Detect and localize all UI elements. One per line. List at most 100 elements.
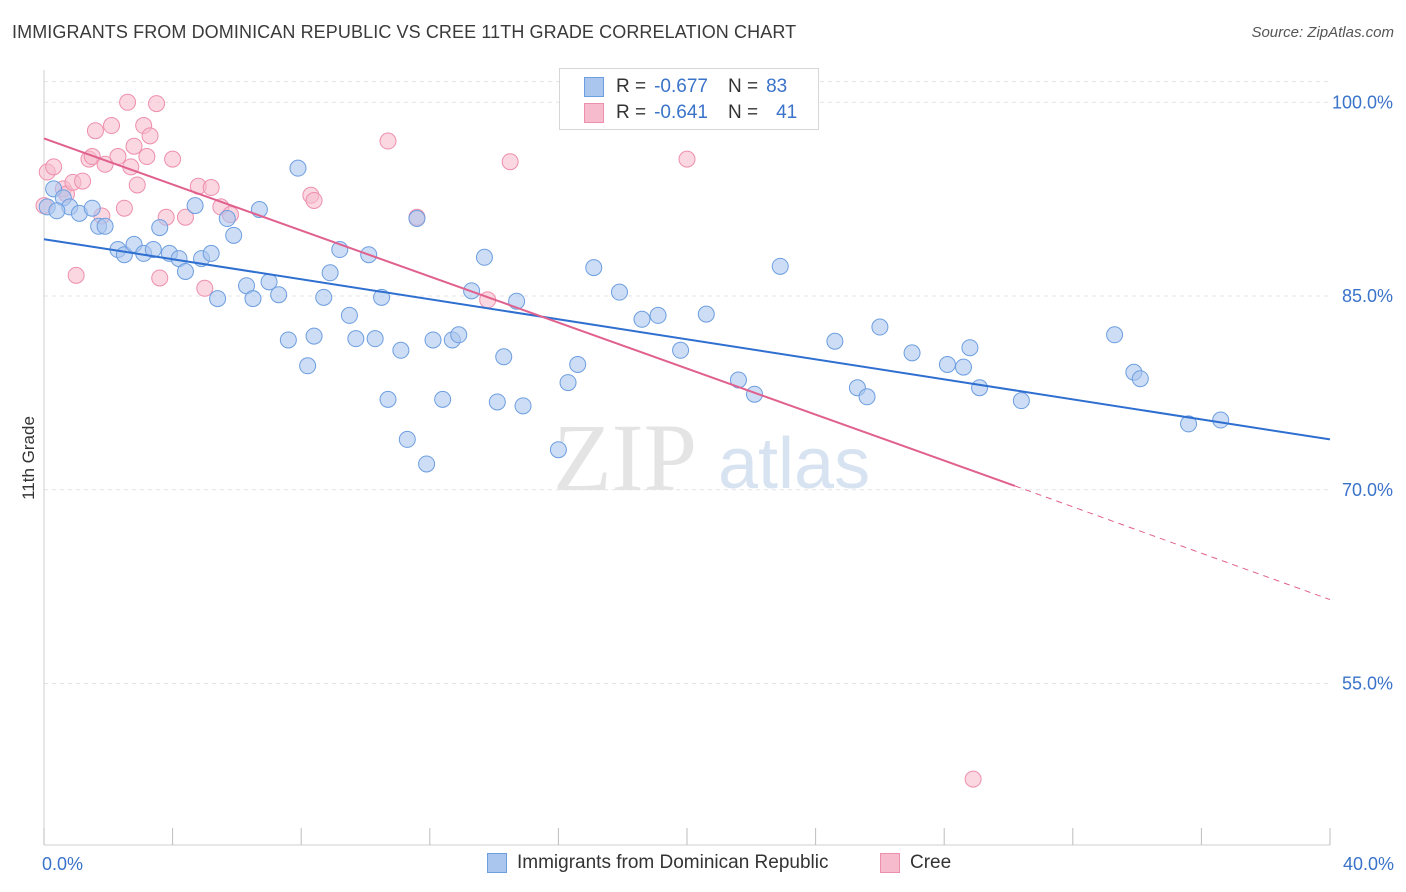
dominican-point [315,288,333,306]
dominican-point [971,379,989,397]
cree-point [96,155,114,173]
y-tick-labels: 55.0% 70.0% 85.0% 100.0% [1332,92,1393,693]
dominican-point [186,197,204,215]
dominican-point [340,306,358,324]
cree-trend-extension [1014,485,1331,601]
cree-point [45,158,63,176]
dominican-point [270,286,288,304]
dominican-point [392,341,410,359]
dominican-point [954,358,972,376]
cree-point [86,122,104,140]
legend-r-value: -0.677 [654,76,708,97]
dominican-point [585,259,603,277]
dominican-point [347,330,365,348]
cree-point [305,191,323,209]
cree-point [103,117,121,135]
dominican-point [514,397,532,415]
dominican-point [151,219,169,237]
dominican-point [48,202,66,220]
legend-item-cree[interactable]: Cree [880,852,951,874]
dominican-point [321,264,339,282]
legend-n-label: N = [727,76,759,97]
cree-point [141,127,159,145]
dominican-point [279,331,297,349]
source-label: Source: ZipAtlas.com [1251,24,1394,41]
dominican-point [1012,392,1030,410]
dominican-point [488,393,506,411]
legend-swatch-cree [880,853,900,873]
y-tick-label: 70.0% [1342,480,1393,500]
dominican-point [244,290,262,308]
legend-label-cree: Cree [910,852,952,873]
watermark: ZIP atlas [553,404,870,511]
dominican-point [225,226,243,244]
cree-point [125,137,143,155]
y-tick-label: 85.0% [1342,286,1393,306]
legend-r-label: R = [616,76,647,97]
cree-point [379,132,397,150]
legend-swatch-dominican [487,853,507,873]
cree-point [678,150,696,168]
cree-point [74,172,92,190]
watermark-zip: ZIP [553,404,697,511]
dominican-point [144,241,162,259]
dominican-point [299,357,317,375]
legend-item-dominican[interactable]: Immigrants from Dominican Republic [487,852,829,874]
cree-point [501,153,519,171]
chart-title: IMMIGRANTS FROM DOMINICAN REPUBLIC VS CR… [12,22,797,42]
dominican-point [202,244,220,262]
dominican-point [938,356,956,373]
trend-lines [43,137,1331,601]
dominican-point [559,374,577,392]
dominican-point [672,341,690,359]
dominican-point [1212,411,1230,429]
legend-label-dominican: Immigrants from Dominican Republic [517,852,829,873]
legend-swatch-pink [584,103,604,123]
dominican-trend-line [43,238,1331,441]
dominican-point [176,263,194,280]
dominican-point [746,385,764,403]
dominican-point [826,332,844,350]
cree-point [202,179,220,197]
dominican-point [771,257,789,275]
legend-r-value: -0.641 [654,102,708,123]
legend-row-pink: R = -0.641 N = 41 [584,100,797,126]
dominican-point [633,310,651,328]
legend-row-blue: R = -0.677 N = 83 [584,74,787,100]
dominican-point [1180,415,1198,433]
dominican-point [96,217,114,235]
dominican-point [1106,326,1124,344]
series-legend: Immigrants from Dominican Republic Cree [0,852,1406,878]
cree-trend-line [43,137,1016,487]
dominican-point [871,318,889,336]
series-dominican-points [38,159,1230,473]
dominican-point [495,348,513,366]
legend-n-value: 41 [776,102,798,123]
dominican-point [209,290,227,308]
dominican-point [903,344,921,362]
cree-point [138,148,156,166]
dominican-point [83,199,101,217]
legend-n-label: N = [727,102,759,123]
dominican-point [379,390,397,408]
dominican-point [475,248,493,266]
dominican-point [424,331,442,349]
x-tick-label-max: 40.0% [1343,854,1394,874]
dominican-point [858,388,876,406]
dominican-point [398,430,416,448]
dominican-point [1131,370,1149,388]
cree-point [196,279,214,297]
cree-point [148,95,166,113]
y-tick-label: 100.0% [1332,92,1393,112]
dominican-point [450,326,468,344]
y-tick-label: 55.0% [1342,674,1393,694]
cree-point [164,150,182,168]
dominican-point [610,283,628,301]
dominican-point [697,305,715,323]
watermark-atlas: atlas [718,424,870,504]
cree-point [964,770,982,788]
dominican-point [218,210,236,228]
dominican-point [649,306,667,324]
legend-swatch-blue [584,77,604,97]
